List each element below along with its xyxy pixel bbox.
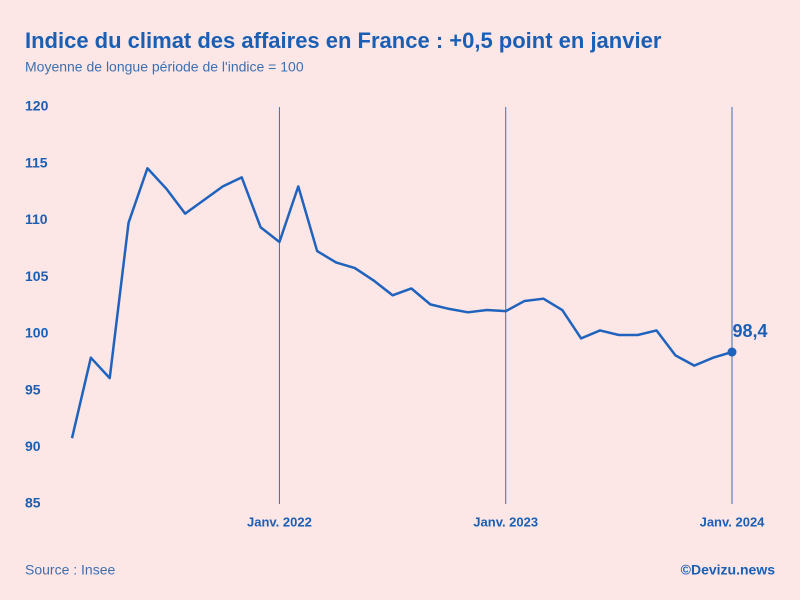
source: Source : Insee (25, 562, 115, 578)
chart-title: Indice du climat des affaires en France … (25, 28, 662, 53)
credit: ©Devizu.news (681, 562, 776, 578)
line (70, 167, 733, 439)
chart-subtitle: Moyenne de longue période de l'indice = … (25, 59, 304, 75)
y-tick-label: 90 (25, 438, 41, 454)
y-tick-label: 100 (25, 325, 49, 341)
y-tick-label: 105 (25, 268, 49, 284)
x-tick-label: Janv. 2024 (700, 514, 766, 529)
y-tick-label: 115 (25, 154, 48, 170)
value-label: 98,4 (732, 321, 767, 341)
x-tick-label: Janv. 2023 (473, 514, 538, 529)
y-tick-label: 110 (25, 211, 48, 227)
y-tick-label: 95 (25, 381, 41, 397)
x-tick-label: Janv. 2022 (247, 514, 312, 529)
point (727, 347, 737, 357)
y-tick-label: 120 (25, 98, 49, 114)
y-tick-label: 85 (25, 495, 41, 511)
